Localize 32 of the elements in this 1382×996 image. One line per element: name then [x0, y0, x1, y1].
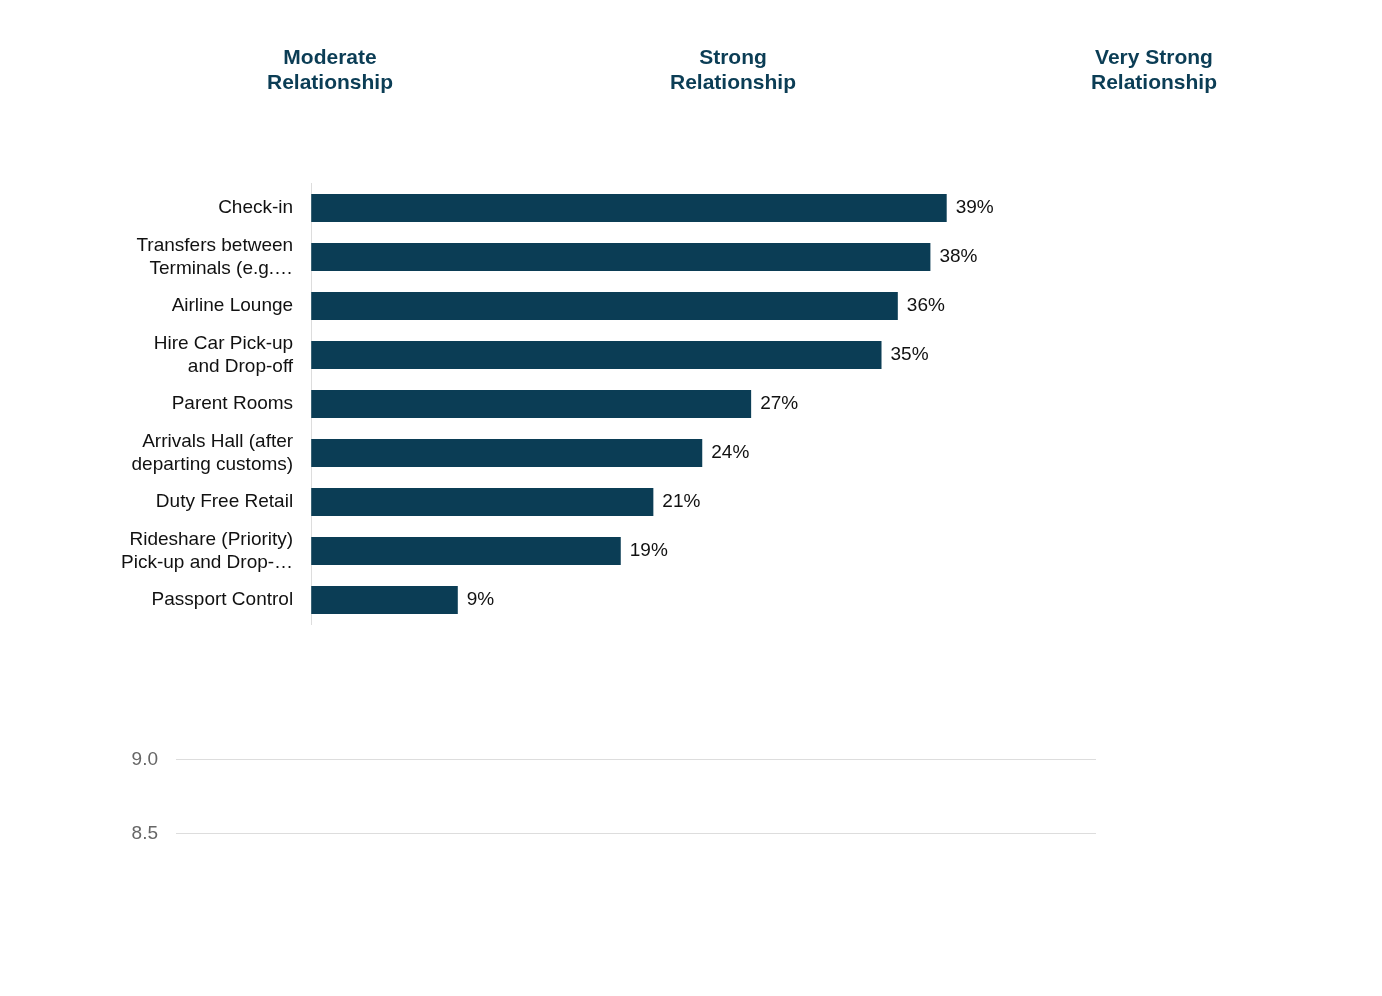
data-label: 27% [760, 392, 799, 414]
y-tick-label: Hire Car Pick-up and Drop-off [153, 331, 294, 376]
bar [311, 439, 703, 467]
data-label: 21% [662, 490, 701, 512]
data-label: 9% [466, 588, 495, 610]
text: Moderate Relationship [266, 44, 394, 94]
bar [311, 242, 931, 271]
y-tick-label: Rideshare (Priority) Pick-up and Drop-… [121, 527, 294, 572]
bar [311, 291, 898, 320]
text: 9.0 [130, 748, 158, 770]
y-tick-label: Duty Free Retail [155, 490, 294, 512]
bar [311, 341, 882, 369]
bar [311, 586, 458, 615]
text: 8.5 [130, 822, 158, 844]
bar [311, 390, 752, 418]
y-tick-label: Parent Rooms [171, 392, 294, 414]
bar [311, 537, 621, 566]
data-label: 38% [939, 245, 978, 267]
data-label: 39% [955, 196, 994, 218]
data-label: 19% [629, 539, 668, 561]
text: Very Strong Relationship [1090, 44, 1218, 94]
y-tick-label: Check-in [218, 196, 294, 218]
y-tick-label: Arrivals Hall (after departing customs) [131, 429, 294, 474]
data-label: 35% [890, 343, 929, 365]
text: Strong Relationship [669, 44, 797, 94]
data-label: 36% [906, 294, 945, 316]
bar [311, 193, 947, 222]
y-tick-label: Airline Lounge [171, 294, 294, 316]
data-label: 24% [711, 441, 750, 463]
y-tick-label: Passport Control [151, 588, 294, 610]
bar [311, 488, 654, 517]
y-tick-label: Transfers between Terminals (e.g.… [136, 233, 294, 278]
